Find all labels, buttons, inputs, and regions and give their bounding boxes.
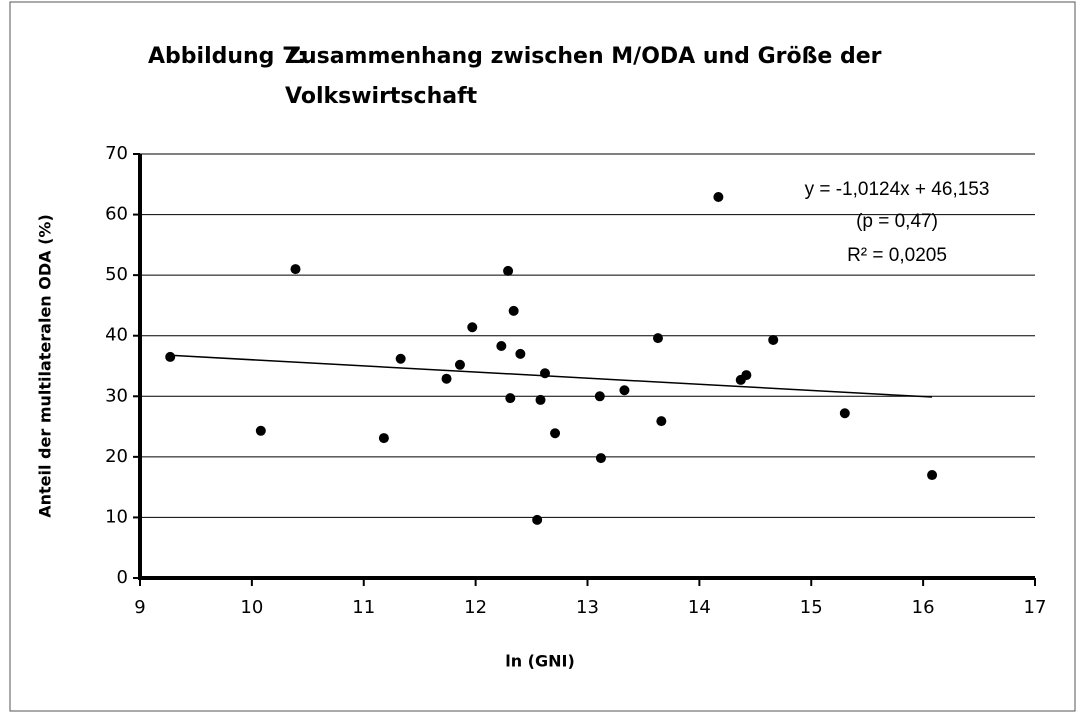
- x-tick-label: 11: [352, 597, 375, 618]
- annotation: y = -1,0124x + 46,153: [805, 179, 990, 200]
- y-tick-label: 70: [105, 143, 128, 164]
- y-axis-label: Anteil der multilateralen ODA (%): [36, 214, 55, 518]
- chart-title: Zusammenhang zwischen M/ODA und Größe de…: [285, 44, 882, 69]
- point: [535, 394, 546, 405]
- x-tick-label: 14: [688, 597, 711, 618]
- annotation: (p = 0,47): [856, 211, 938, 232]
- point: [508, 305, 519, 316]
- point: [532, 514, 543, 525]
- x-tick-label: 13: [576, 597, 599, 618]
- frame: [9, 1, 1076, 712]
- y-tick-label: 50: [105, 264, 128, 285]
- y-tick-label: 30: [105, 385, 128, 406]
- point: [619, 385, 630, 396]
- point: [768, 334, 779, 345]
- x-axis-label: ln (GNI): [505, 652, 575, 671]
- point: [550, 428, 561, 439]
- x-tick-label: 12: [464, 597, 487, 618]
- point: [656, 416, 667, 427]
- point: [539, 368, 550, 379]
- point: [594, 391, 605, 402]
- point: [395, 353, 406, 364]
- point: [713, 192, 724, 203]
- title-label: Abbildung 7:: [148, 44, 306, 69]
- point: [255, 425, 266, 436]
- chart-title: Volkswirtschaft: [285, 84, 478, 109]
- point: [505, 393, 516, 404]
- y-tick-label: 0: [117, 567, 128, 588]
- point: [165, 351, 176, 362]
- point: [290, 264, 301, 275]
- point: [467, 322, 478, 333]
- point: [595, 453, 606, 464]
- y-tick-label: 60: [105, 204, 128, 225]
- point: [741, 370, 752, 381]
- point: [927, 470, 938, 481]
- point: [496, 341, 507, 352]
- annotation: R² = 0,0205: [847, 245, 947, 266]
- point: [441, 373, 452, 384]
- x-tick-label: 15: [800, 597, 823, 618]
- x-tick-label: 16: [912, 597, 935, 618]
- y-tick-label: 20: [105, 446, 128, 467]
- point: [515, 348, 526, 359]
- point: [454, 359, 465, 370]
- x-tick-label: 17: [1024, 597, 1047, 618]
- point: [503, 265, 514, 276]
- point: [652, 333, 663, 344]
- y-tick-label: 40: [105, 325, 128, 346]
- point: [839, 408, 850, 419]
- y-tick-label: 10: [105, 506, 128, 527]
- point: [378, 433, 389, 444]
- x-tick-label: 10: [240, 597, 263, 618]
- x-tick-label: 9: [134, 597, 145, 618]
- trendline: [170, 354, 933, 398]
